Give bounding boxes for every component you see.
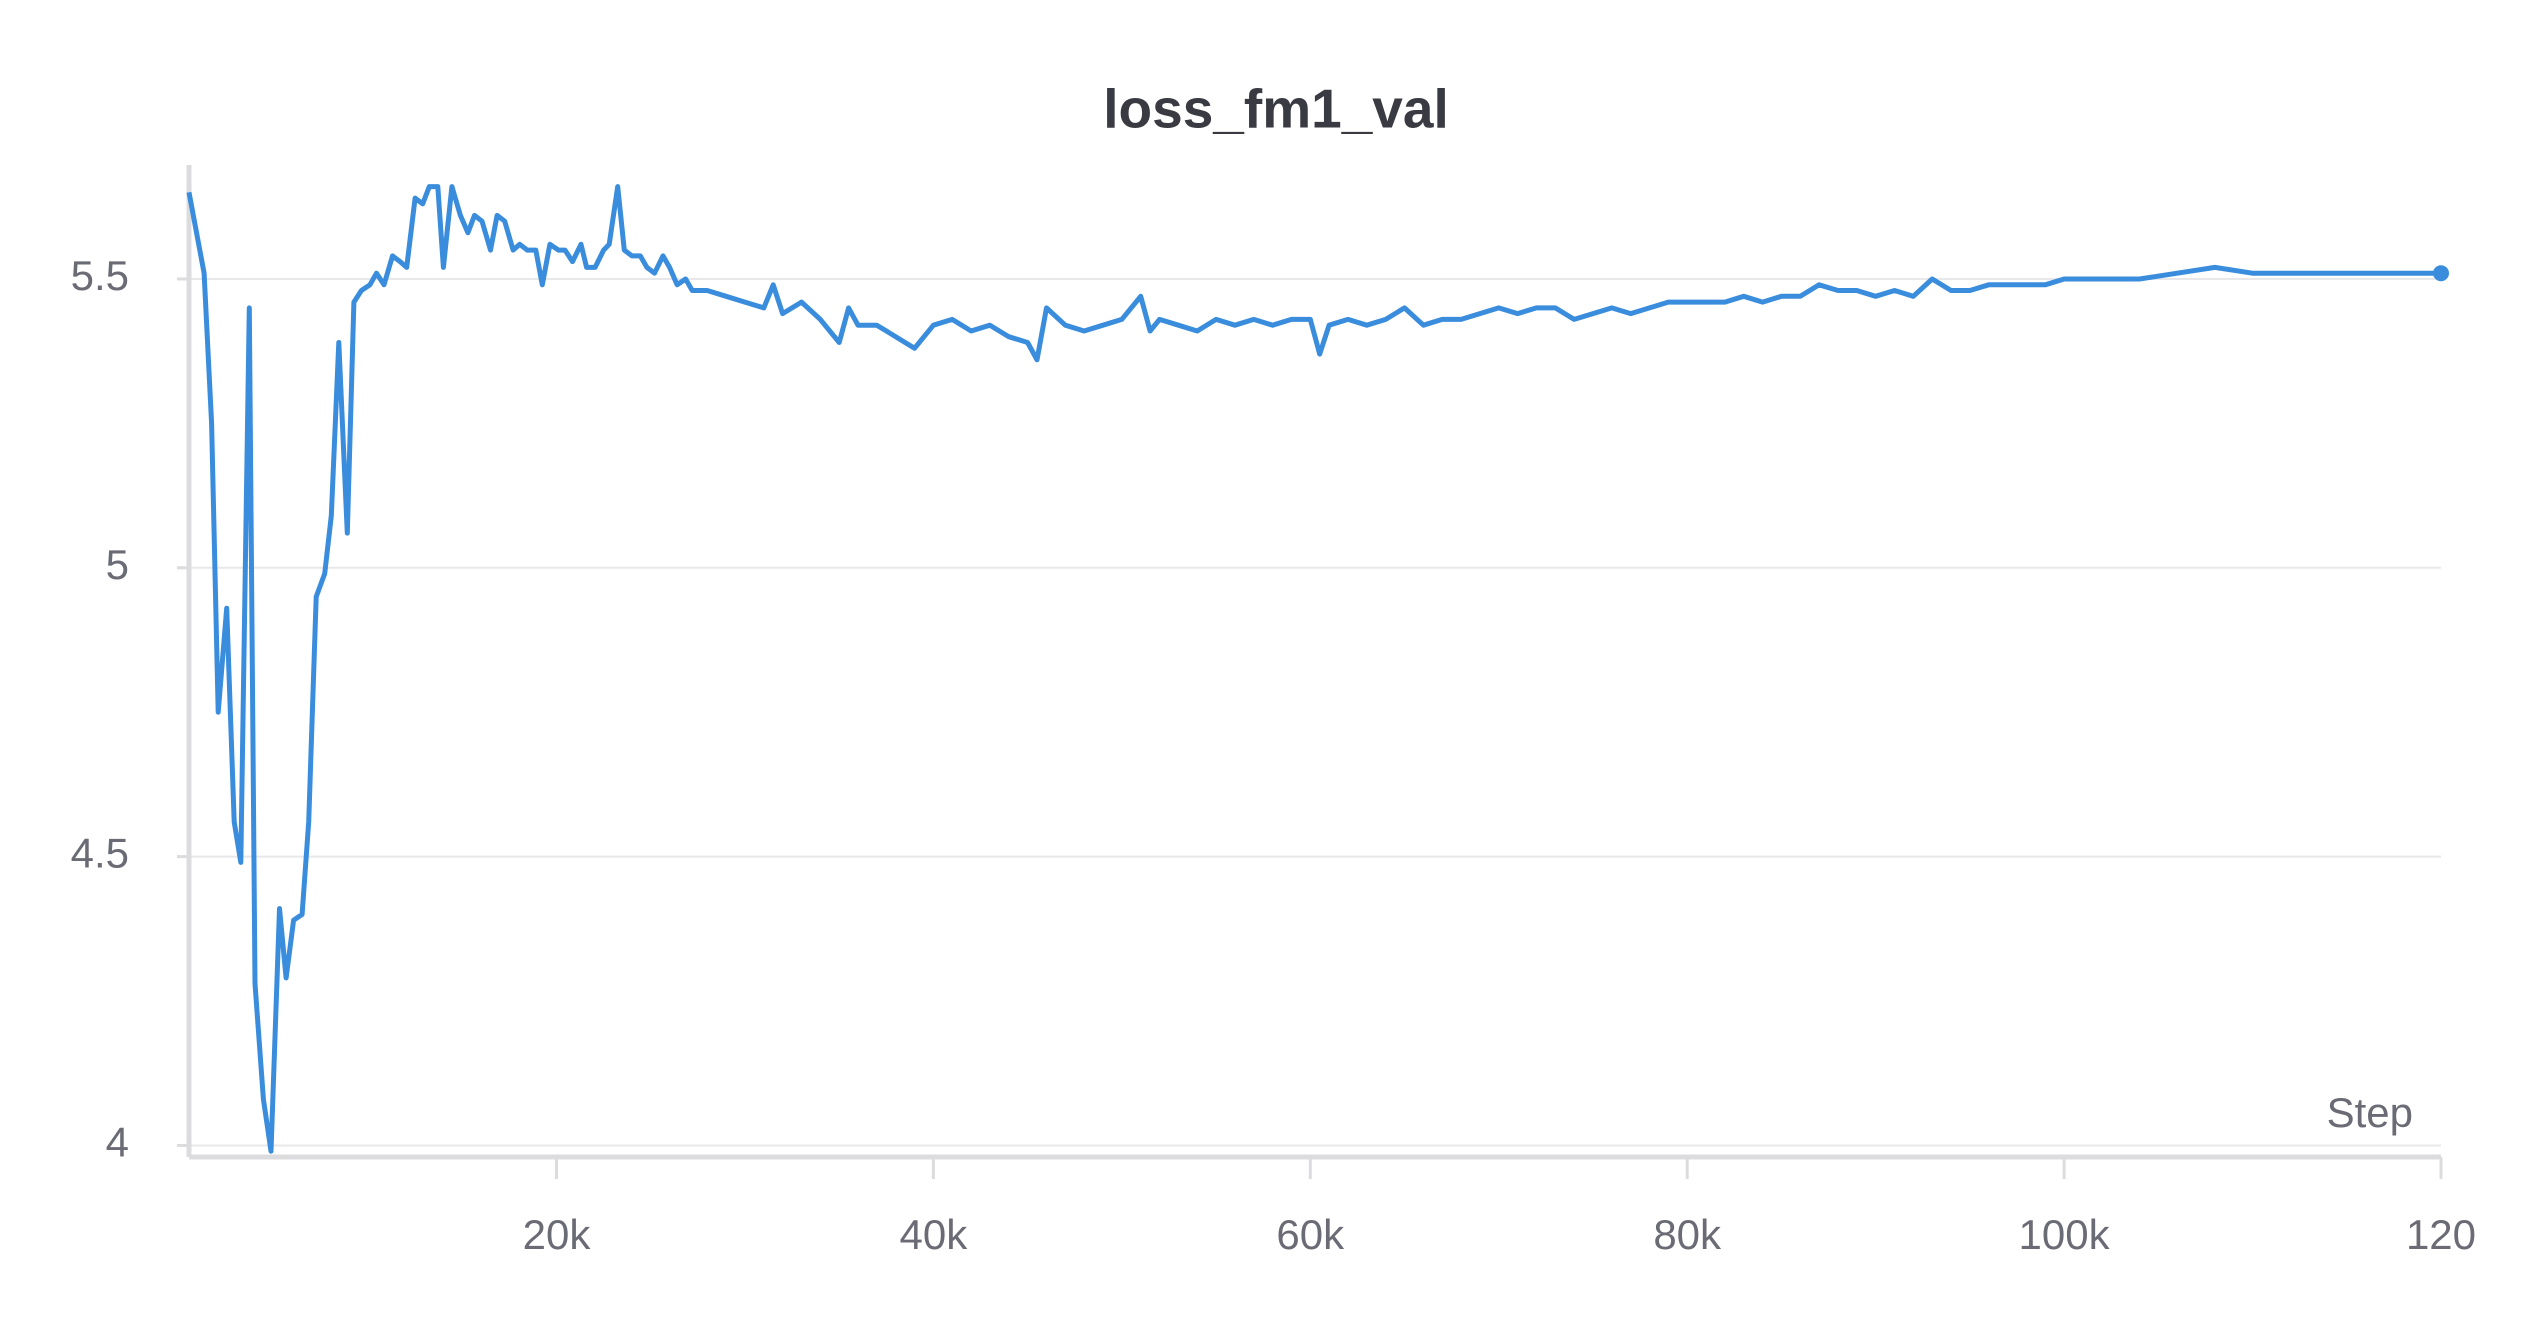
x-tick-label: 40k	[900, 1211, 969, 1258]
x-tick-label: 120	[2406, 1211, 2476, 1258]
end-point	[2433, 265, 2449, 282]
y-tick-label: 5	[106, 541, 129, 588]
y-tick-label: 4	[106, 1119, 129, 1166]
x-tick-label: 60k	[1276, 1211, 1345, 1258]
chart-title: loss_fm1_val	[1103, 78, 1449, 140]
x-axis-label: Step	[2327, 1089, 2413, 1136]
data-line	[186, 184, 2441, 1154]
x-tick-label: 100k	[2019, 1211, 2111, 1258]
y-tick-label: 5.5	[71, 252, 129, 299]
x-tick-label: 20k	[523, 1211, 592, 1258]
x-tick-label: 80k	[1653, 1211, 1722, 1258]
y-tick-label: 4.5	[71, 830, 129, 877]
